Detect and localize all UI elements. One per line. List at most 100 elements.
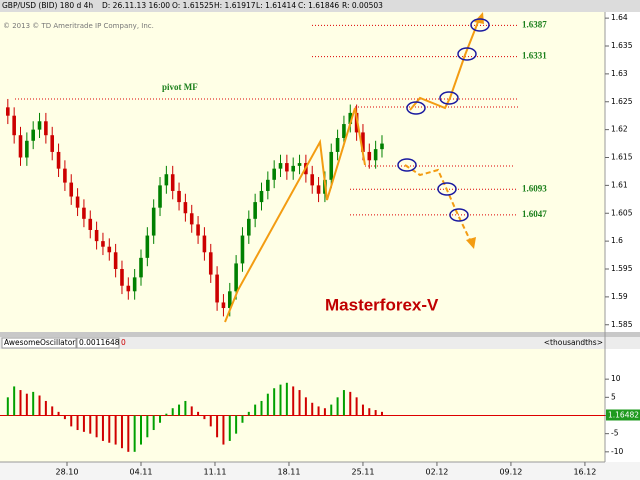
- candle-body: [139, 257, 143, 278]
- osc-axis: [605, 349, 640, 462]
- candle-body: [329, 151, 334, 180]
- y-tick-label: 1.61: [611, 180, 628, 189]
- x-tick-label: 28.10: [56, 468, 79, 477]
- header-bar: [0, 0, 640, 12]
- header-item: H: 1.61917: [214, 1, 256, 10]
- candle-body: [120, 269, 124, 286]
- x-tick-label: 18.11: [278, 468, 301, 477]
- candle-body: [177, 190, 181, 203]
- candle-body: [221, 302, 226, 309]
- candle-body: [342, 124, 346, 138]
- arrow-head: [466, 237, 476, 249]
- x-tick-label: 25.11: [352, 468, 375, 477]
- candle-body: [31, 129, 35, 141]
- marker: [457, 47, 477, 61]
- osc-units: <thousandths>: [544, 338, 603, 347]
- marker: [439, 91, 459, 105]
- candle-body: [189, 213, 194, 225]
- arrow-head: [474, 12, 484, 24]
- osc-extra: 0: [121, 338, 126, 347]
- candle-body: [272, 168, 276, 180]
- candle-body: [126, 285, 131, 292]
- candle-body: [316, 185, 321, 194]
- y-tick-label: -5: [611, 429, 619, 438]
- header-item: C: 1.61846: [298, 1, 339, 10]
- y-tick-label: 10: [611, 374, 621, 383]
- candle-body: [259, 190, 264, 203]
- level-label: 1.6387: [522, 19, 547, 29]
- y-tick-label: 1.585: [611, 320, 633, 329]
- candle-body: [202, 235, 207, 253]
- wave-up: [409, 21, 479, 111]
- x-tick-label: 11.11: [204, 468, 227, 477]
- candle-body: [88, 218, 93, 230]
- osc-name: AwesomeOscillator: [4, 338, 76, 347]
- candle-body: [82, 207, 86, 219]
- marker: [406, 101, 426, 115]
- candle-body: [234, 263, 238, 292]
- candle-body: [132, 277, 137, 292]
- candle-body: [12, 115, 16, 136]
- osc-name-box: [1, 337, 77, 349]
- candle-body: [164, 174, 169, 186]
- candle-body: [348, 112, 353, 125]
- candle-body: [285, 163, 289, 172]
- candle-body: [113, 252, 118, 270]
- candle-body: [367, 151, 372, 161]
- candle-body: [310, 174, 315, 186]
- pivot-label: pivot MF: [162, 82, 198, 92]
- candle-body: [361, 132, 365, 152]
- candle-body: [107, 246, 112, 253]
- y-tick-label: 1.635: [611, 41, 633, 50]
- candle-body: [247, 218, 251, 236]
- candle-body: [227, 291, 232, 309]
- level-label: 1.6331: [522, 51, 547, 61]
- candle-body: [151, 207, 156, 236]
- candle-body: [253, 202, 257, 219]
- header-item: R: 0.00503: [342, 1, 383, 10]
- header: GBP/USD (BID) 180 d 4h D: 26.11.13 16:00…: [2, 1, 383, 10]
- candle-body: [63, 168, 67, 183]
- candle-body: [50, 135, 55, 152]
- marker: [470, 18, 490, 32]
- x-tick-label: 04.11: [130, 468, 153, 477]
- x-tick-label: 09.12: [499, 468, 522, 477]
- candle-body: [75, 196, 80, 208]
- osc-panel: [0, 349, 605, 462]
- osc-value: 0.0011648: [79, 338, 120, 347]
- y-tick-label: 1.63: [611, 69, 628, 78]
- y-tick-label: 5: [611, 392, 616, 401]
- marker: [397, 158, 417, 172]
- header-item: O: 1.61525: [172, 1, 214, 10]
- x-tick-label: 16.12: [573, 468, 596, 477]
- osc-header: [0, 337, 640, 349]
- candle-body: [380, 143, 384, 150]
- candle-body: [297, 163, 302, 166]
- candle-body: [158, 185, 162, 208]
- candle-body: [44, 121, 48, 136]
- y-tick-label: 1.595: [611, 264, 633, 273]
- y-tick-label: 1.64: [611, 13, 628, 22]
- price-axis: [605, 12, 640, 332]
- marker: [449, 208, 469, 222]
- header-item: L: 1.61414: [256, 1, 296, 10]
- last-value-box: [606, 409, 640, 421]
- date-axis: [0, 462, 640, 480]
- y-tick-label: 1.605: [611, 208, 633, 217]
- candle-body: [37, 121, 42, 130]
- header-item: GBP/USD (BID) 180 d 4h: [2, 1, 93, 10]
- y-tick-label: 1.615: [611, 153, 633, 162]
- candle-body: [208, 252, 213, 275]
- y-tick-label: 1.625: [611, 97, 633, 106]
- candle-body: [145, 235, 150, 258]
- candle-body: [373, 149, 378, 161]
- y-tick-label: 1.62: [611, 125, 628, 134]
- candle-body: [215, 274, 219, 303]
- drawings: [224, 12, 518, 323]
- candle-body: [196, 224, 200, 236]
- wave-line: [224, 107, 366, 323]
- header-item: D: 26.11.13 16:00: [102, 1, 170, 10]
- candle-body: [101, 241, 105, 247]
- candle-body: [25, 140, 29, 158]
